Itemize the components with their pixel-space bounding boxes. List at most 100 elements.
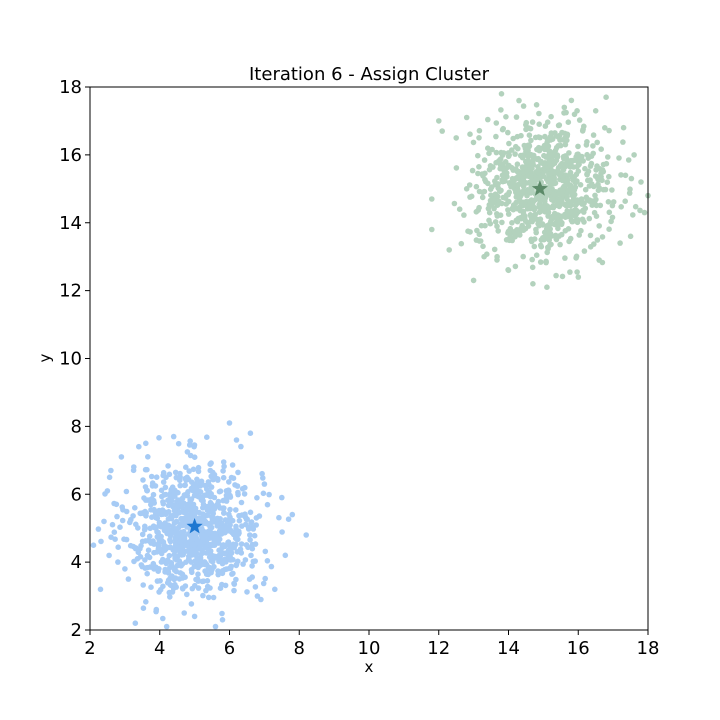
data-point — [567, 159, 573, 166]
data-point — [585, 177, 591, 184]
data-point — [564, 133, 570, 139]
data-point — [490, 197, 497, 204]
data-point — [453, 165, 460, 171]
data-point — [148, 584, 154, 590]
data-point — [264, 501, 271, 508]
data-point — [526, 188, 533, 195]
data-point — [115, 544, 121, 550]
data-point — [545, 222, 551, 229]
data-point — [586, 215, 593, 222]
data-point — [470, 139, 477, 146]
x-tick-label: 18 — [637, 638, 660, 659]
data-point — [529, 218, 535, 225]
data-point — [132, 545, 139, 552]
data-point — [533, 102, 540, 108]
data-point — [170, 433, 177, 440]
data-point — [195, 517, 201, 524]
data-point — [221, 510, 227, 516]
data-point — [520, 170, 527, 176]
data-point — [248, 519, 255, 525]
data-point — [123, 536, 130, 543]
data-point — [480, 243, 486, 250]
data-point — [227, 557, 234, 563]
data-point — [520, 227, 527, 233]
data-point — [549, 136, 556, 142]
data-point — [260, 475, 266, 481]
data-point — [176, 576, 183, 582]
data-point — [500, 151, 506, 158]
data-point — [579, 201, 585, 207]
data-point — [572, 184, 579, 191]
data-point — [598, 146, 604, 152]
data-point — [186, 442, 193, 448]
data-point — [557, 137, 563, 143]
data-point — [512, 151, 518, 157]
data-point — [155, 532, 162, 538]
data-point — [587, 232, 594, 239]
data-point — [194, 535, 200, 542]
data-point — [165, 577, 172, 583]
data-point — [191, 442, 198, 448]
data-point — [163, 491, 169, 498]
data-point — [481, 253, 487, 260]
data-point — [245, 544, 251, 551]
data-point — [114, 513, 120, 520]
data-point — [253, 522, 259, 528]
data-point — [527, 201, 534, 207]
x-tick-label: 16 — [567, 638, 590, 659]
data-point — [199, 481, 206, 488]
data-point — [548, 180, 554, 186]
points-layer — [90, 91, 651, 630]
data-point — [212, 623, 219, 630]
data-point — [192, 510, 198, 516]
data-point — [489, 146, 495, 153]
data-point — [180, 586, 186, 592]
data-point — [595, 181, 601, 188]
data-point — [279, 494, 285, 501]
data-point — [187, 452, 194, 459]
data-point — [117, 524, 123, 530]
data-point — [627, 186, 633, 192]
data-point — [224, 524, 231, 531]
data-point — [195, 571, 201, 577]
data-point — [158, 487, 165, 494]
data-point — [143, 497, 149, 503]
data-point — [143, 440, 149, 447]
data-point — [529, 264, 536, 271]
data-point — [622, 172, 629, 179]
data-point — [505, 129, 511, 136]
data-point — [479, 171, 486, 177]
data-point — [603, 160, 610, 167]
data-point — [580, 126, 586, 133]
data-point — [219, 610, 225, 617]
data-point — [198, 551, 204, 557]
data-point — [230, 541, 237, 548]
data-point — [555, 122, 562, 129]
data-point — [564, 137, 570, 144]
data-point — [225, 487, 231, 494]
data-point — [160, 472, 166, 479]
data-point — [119, 517, 126, 524]
data-point — [178, 504, 185, 510]
data-point — [249, 563, 255, 569]
data-point — [144, 570, 150, 577]
chart-title: Iteration 6 - Assign Cluster — [249, 64, 490, 85]
y-tick-label: 4 — [71, 552, 82, 573]
data-point — [461, 212, 467, 218]
data-point — [188, 506, 195, 512]
data-point — [485, 116, 491, 123]
data-point — [216, 528, 223, 534]
data-point — [210, 507, 216, 513]
data-point — [177, 474, 183, 480]
data-point — [158, 537, 164, 544]
data-point — [150, 564, 156, 571]
data-point — [179, 561, 186, 567]
data-point — [491, 246, 498, 253]
data-point — [497, 156, 504, 162]
data-point — [227, 492, 233, 499]
data-point — [532, 178, 538, 184]
data-point — [509, 220, 515, 226]
data-point — [641, 209, 648, 216]
data-point — [123, 488, 130, 495]
